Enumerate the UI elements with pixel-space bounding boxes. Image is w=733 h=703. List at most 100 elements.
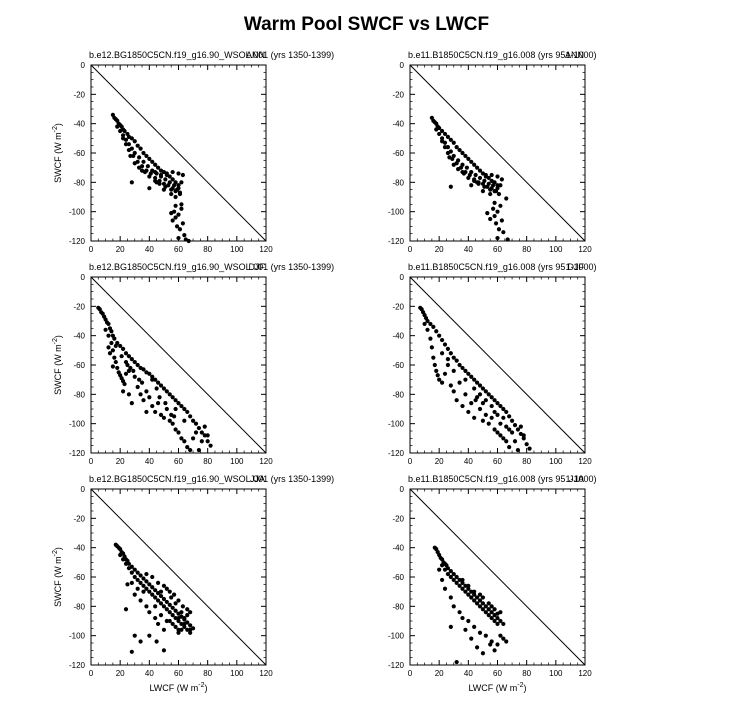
data-point — [495, 412, 500, 417]
x-tick-label: 20 — [435, 669, 444, 678]
data-point — [132, 139, 137, 144]
data-point — [457, 380, 462, 385]
data-point — [161, 583, 167, 588]
data-point — [179, 206, 184, 211]
data-point — [498, 403, 503, 409]
data-point — [515, 427, 521, 432]
y-tick-label: -120 — [388, 449, 405, 458]
data-point — [132, 161, 137, 166]
data-point — [495, 209, 500, 214]
data-point — [474, 380, 480, 385]
data-point — [477, 175, 483, 181]
data-point — [155, 580, 161, 585]
panel-season: DJF — [568, 262, 585, 272]
x-axis-label: LWCF (W m-2) — [468, 682, 526, 693]
data-point — [445, 346, 451, 351]
y-tick-label: -80 — [392, 602, 404, 611]
data-point — [454, 659, 459, 665]
x-tick-label: 20 — [116, 457, 125, 466]
y-tick-label: 0 — [81, 273, 86, 282]
data-point — [147, 371, 152, 376]
data-point — [173, 189, 178, 194]
data-point — [460, 403, 465, 409]
data-point — [492, 409, 497, 415]
data-point — [501, 230, 506, 235]
y-tick-label: -120 — [69, 449, 86, 458]
data-point — [474, 595, 480, 600]
data-point — [164, 586, 169, 591]
data-point — [445, 571, 451, 577]
data-point — [431, 324, 436, 329]
data-point — [161, 386, 167, 391]
data-point — [176, 171, 181, 176]
data-point — [474, 601, 480, 606]
data-point — [170, 621, 175, 627]
data-point — [132, 633, 137, 638]
data-point — [155, 621, 161, 627]
data-point — [158, 613, 164, 618]
data-point — [460, 615, 465, 621]
data-point — [110, 364, 115, 369]
data-point — [504, 196, 509, 201]
data-point — [495, 621, 500, 627]
data-point — [437, 333, 442, 338]
x-tick-label: 100 — [230, 669, 244, 678]
data-point — [485, 211, 490, 216]
data-point — [123, 371, 129, 376]
data-point — [173, 601, 178, 606]
data-point — [469, 183, 474, 188]
data-point — [126, 392, 132, 397]
x-tick-label: 60 — [493, 669, 502, 678]
data-point — [488, 191, 493, 197]
data-point — [155, 401, 161, 406]
data-point — [463, 377, 468, 382]
data-point — [448, 137, 453, 142]
scatter-panel-1: 0 20 40 60 80 100 120 0 -20 -40 -60 -80 -100 -120 b.e1… — [52, 50, 334, 254]
data-point — [176, 598, 181, 603]
data-point — [103, 327, 108, 332]
data-point — [176, 235, 181, 241]
x-tick-label: 0 — [408, 457, 413, 466]
y-tick-label: -80 — [73, 178, 85, 187]
data-point — [489, 172, 494, 178]
data-point — [439, 577, 445, 583]
y-tick-label: -60 — [73, 361, 85, 370]
y-axis-label: SWCF (W m-2) — [52, 335, 63, 395]
data-point — [173, 398, 178, 403]
data-point — [472, 598, 477, 603]
x-tick-label: 40 — [464, 457, 473, 466]
data-point — [135, 586, 140, 591]
panel-season: JJA — [569, 474, 584, 484]
y-tick-label: -60 — [392, 361, 404, 370]
data-point — [174, 224, 180, 229]
x-tick-label: 0 — [89, 245, 94, 254]
y-tick-label: -40 — [392, 120, 404, 129]
data-point — [161, 187, 167, 192]
data-point — [472, 589, 477, 594]
data-point — [150, 574, 155, 580]
data-point — [170, 177, 175, 182]
data-point — [139, 380, 145, 385]
data-point — [144, 409, 149, 415]
data-point — [472, 415, 477, 420]
data-point — [486, 421, 491, 426]
data-point — [139, 168, 145, 173]
data-point — [469, 374, 474, 379]
data-point — [169, 595, 174, 600]
data-point — [512, 423, 518, 428]
y-tick-label: -120 — [388, 661, 405, 670]
data-point — [205, 433, 210, 438]
data-point — [486, 613, 491, 618]
data-point — [176, 630, 181, 635]
data-point — [425, 318, 430, 324]
data-point — [167, 589, 172, 594]
scatter-panel-5: 0 20 40 60 80 100 120 0 -20 -40 -60 -80 -100 -120 b.e1… — [52, 474, 334, 693]
data-point — [144, 153, 149, 159]
data-point — [456, 167, 461, 172]
data-point — [167, 610, 172, 615]
data-point — [432, 362, 437, 368]
data-point — [448, 184, 453, 189]
data-point — [480, 595, 486, 600]
data-point — [176, 618, 181, 624]
x-tick-label: 120 — [259, 457, 273, 466]
